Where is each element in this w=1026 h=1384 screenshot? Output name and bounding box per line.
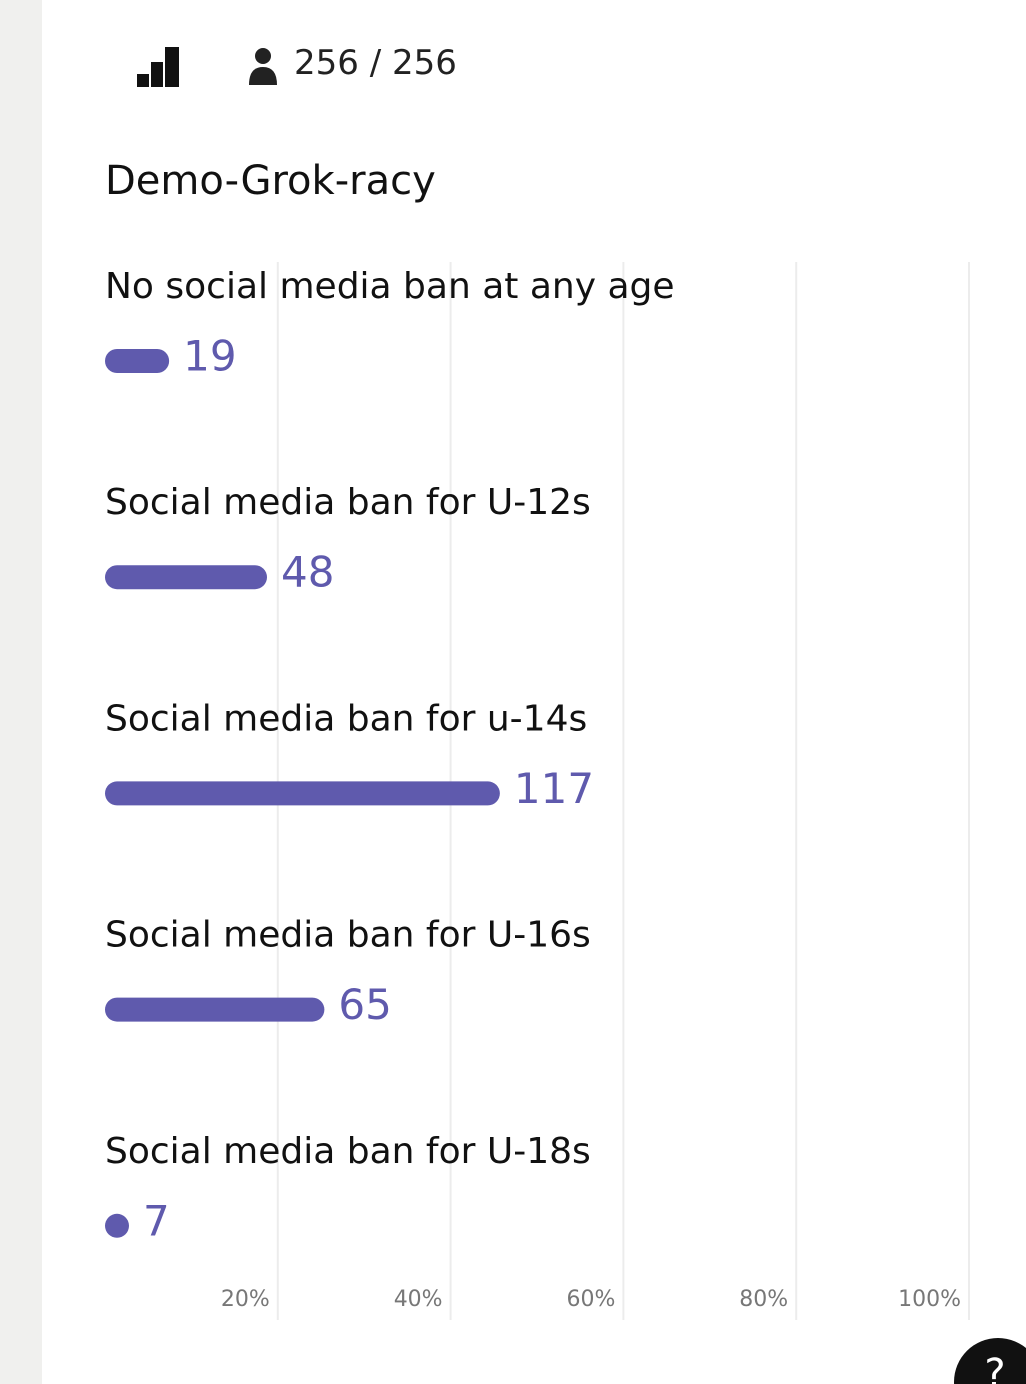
- help-button[interactable]: ?: [954, 1338, 1026, 1384]
- category-label: No social media ban at any age: [105, 266, 675, 307]
- category-label: Social media ban for U-18s: [105, 1131, 591, 1172]
- svg-text:?: ?: [984, 1351, 1005, 1384]
- value-label: 117: [514, 764, 594, 813]
- value-label: 7: [143, 1196, 170, 1245]
- responded: 256: [294, 43, 359, 83]
- x-tick-label: 60%: [566, 1287, 615, 1312]
- category-label: Social media ban for u-14s: [105, 698, 587, 739]
- category-label: Social media ban for U-12s: [105, 482, 591, 523]
- category-label: Social media ban for U-16s: [105, 915, 591, 956]
- bar-chart-icon[interactable]: [137, 47, 179, 87]
- x-tick-label: 20%: [221, 1287, 270, 1312]
- response-count: 256 / 256: [294, 43, 457, 83]
- side-strip: [0, 0, 42, 1384]
- value-label: 48: [281, 548, 334, 597]
- value-label: 19: [183, 332, 236, 381]
- value-label: 65: [338, 980, 391, 1029]
- x-tick-label: 100%: [898, 1287, 961, 1312]
- x-tick-label: 80%: [739, 1287, 788, 1312]
- x-tick-label: 40%: [394, 1287, 443, 1312]
- chart-title: Demo-Grok-racy: [105, 158, 436, 204]
- bars: No social media ban at any age 19 Social m…: [105, 266, 675, 1245]
- person-icon: [249, 48, 277, 85]
- total: 256: [392, 43, 457, 83]
